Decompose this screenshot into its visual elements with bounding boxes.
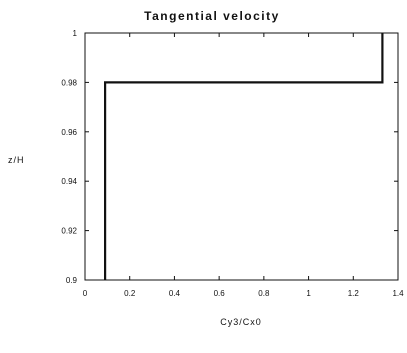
x-tick-label: 1.4 <box>392 289 404 298</box>
x-tick-label: 1 <box>306 289 311 298</box>
y-tick-label: 1 <box>73 29 78 38</box>
x-tick-label: 1.2 <box>348 289 360 298</box>
y-tick-label: 0.9 <box>66 276 78 285</box>
plot-area-frame <box>84 32 399 281</box>
y-axis-ticks: 0.9 0.92 0.94 0.96 0.98 1 <box>61 29 398 285</box>
x-tick-label: 0.2 <box>124 289 136 298</box>
y-tick-label: 0.92 <box>61 227 77 236</box>
x-tick-label: 0.8 <box>258 289 270 298</box>
x-tick-label: 0.4 <box>169 289 181 298</box>
x-axis-ticks: 0 0.2 0.4 0.6 0.8 1 1.2 1.4 <box>83 33 404 298</box>
x-tick-label: 0.6 <box>214 289 226 298</box>
chart-title: Tangential velocity <box>144 9 280 23</box>
x-axis-label: Cy3/Cx0 <box>220 317 262 327</box>
y-tick-label: 0.96 <box>61 128 77 137</box>
y-tick-label: 0.98 <box>61 78 77 87</box>
y-tick-label: 0.94 <box>61 177 77 186</box>
y-axis-label: z/H <box>8 155 25 165</box>
series-line <box>103 33 384 280</box>
series-layer <box>103 33 384 280</box>
x-tick-label: 0 <box>83 289 88 298</box>
